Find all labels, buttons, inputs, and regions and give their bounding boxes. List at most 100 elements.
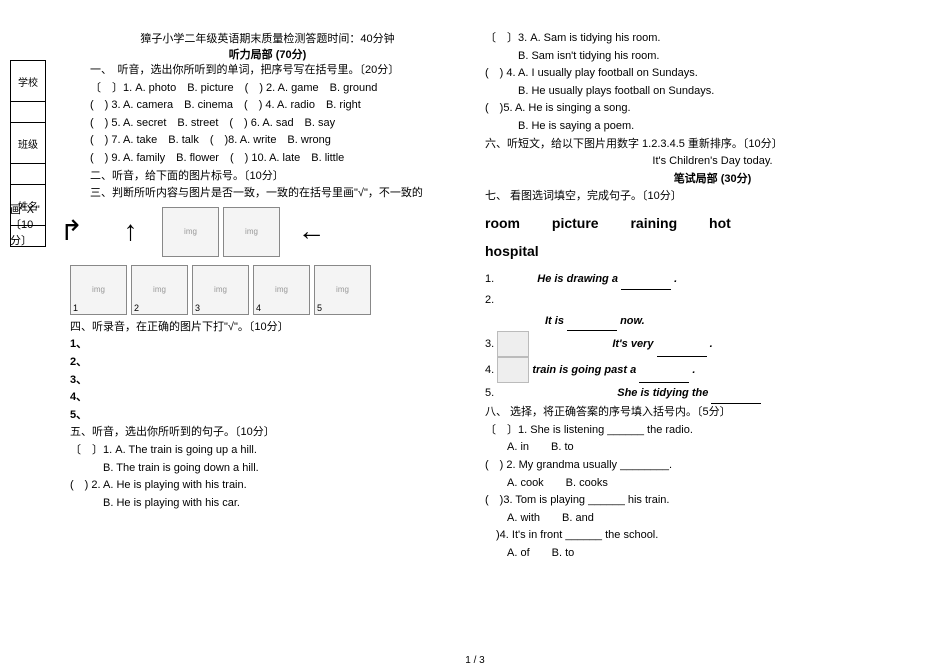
arrow-up-icon: ↑ [103, 207, 158, 255]
info-name-label: 姓名 [11, 185, 46, 226]
sec2-intro: 二、听音，给下面的图片标号。〔10分〕 [90, 168, 465, 186]
section-1: 一、 听音，选出你所听到的单词，把序号写在括号里。〔20分〕 〔 〕1. A. … [90, 62, 465, 168]
wb-room: room [485, 215, 520, 231]
arrow-left-icon: ← [284, 207, 339, 255]
sec7-s3: 3. It's very . [485, 331, 940, 357]
sec8-q1o: A. in B. to [485, 439, 940, 457]
sec5-q2b: B. He is playing with his car. [70, 495, 465, 513]
s3-end: . [710, 338, 713, 350]
written-title: 笔试局部 (30分) [485, 171, 940, 189]
s4-end: . [692, 364, 695, 376]
word-bank-2: hospital [485, 240, 940, 262]
sec4-n3: 3、 [70, 372, 465, 390]
pic-2: img2 [131, 265, 188, 315]
sec5r-q3b: B. Sam isn't tidying his room. [485, 48, 940, 66]
sec5r-q4a: ( ) 4. A. I usually play football on Sun… [485, 65, 940, 83]
page-number: 1 / 3 [465, 655, 484, 666]
sec7-s1: 1. He is drawing a . [485, 269, 940, 290]
s5-text: She is tidying the [617, 387, 708, 399]
sec3-intro: 三、判断所听内容与图片是否一致，一致的在括号里画"√"，不一致的 [90, 185, 465, 203]
word-bank: room picture raining hot [485, 212, 940, 234]
sec5r-q5a: ( )5. A. He is singing a song. [485, 100, 940, 118]
info-class-label: 班级 [11, 123, 46, 164]
student-info-table: 学校 班级 姓名 [10, 60, 46, 247]
wb-hot: hot [709, 215, 731, 231]
left-column: 学校 班级 姓名 獐子小学二年级英语期末质量检测答题时间：40分钟 听力局部 (… [0, 0, 475, 672]
sec6-line: It's Children's Day today. [485, 153, 940, 171]
sec1-q7: ( ) 7. A. take B. talk ( )8. A. write B.… [90, 132, 465, 150]
s1-num: 1. [485, 273, 494, 285]
s4-text: train is going past a [532, 364, 636, 376]
sec1-q5: ( ) 5. A. secret B. street ( ) 6. A. sad… [90, 115, 465, 133]
section-5: 五、听音，选出你所听到的句子。〔10分〕 〔 〕1. A. The train … [70, 424, 465, 512]
sec8-q2: ( ) 2. My grandma usually ________. [485, 457, 940, 475]
sec4-n2: 2、 [70, 354, 465, 372]
sec7-sentences: 1. He is drawing a . 2. It is now. 3. It… [485, 269, 940, 405]
info-school-blank [11, 102, 46, 123]
sec8-q1: 〔 〕1. She is listening ______ the radio. [485, 422, 940, 440]
pic-5: img5 [314, 265, 371, 315]
sec7-s2: 2. [485, 290, 940, 311]
section-2: 二、听音，给下面的图片标号。〔10分〕 [90, 168, 465, 186]
sec8-q4: )4. It's in front ______ the school. [485, 527, 940, 545]
sec6-intro: 六、听短文，给以下图片用数字 1.2.3.4.5 重新排序。〔10分〕 [485, 136, 940, 154]
wb-hospital: hospital [485, 243, 539, 259]
sec8-q3o: A. with B. and [485, 510, 940, 528]
pic-3: img3 [192, 265, 249, 315]
s1-end: . [674, 273, 677, 285]
sec4-intro: 四、听录音，在正确的图片下打"√"。〔10分〕 [70, 319, 465, 337]
sec4-n4: 4、 [70, 389, 465, 407]
sec4-n1: 1、 [70, 336, 465, 354]
worksheet-page: 学校 班级 姓名 獐子小学二年级英语期末质量检测答题时间：40分钟 听力局部 (… [0, 0, 950, 672]
s5-num: 5. [485, 387, 494, 399]
pic-1: img1 [70, 265, 127, 315]
sec5r-q5b: B. He is saying a poem. [485, 118, 940, 136]
s3-num: 3. [485, 338, 494, 350]
sec5r-q4b: B. He usually plays football on Sundays. [485, 83, 940, 101]
s3-text: It's very [612, 338, 653, 350]
sec1-q3: ( ) 3. A. camera B. cinema ( ) 4. A. rad… [90, 97, 465, 115]
picture-row: img1 img2 img3 img4 img5 [70, 265, 465, 315]
s2-blank [567, 318, 617, 331]
sec5r-q3a: 〔 〕3. A. Sam is tidying his room. [485, 30, 940, 48]
section-8: 八、 选择，将正确答案的序号填入括号内。〔5分〕 〔 〕1. She is li… [485, 404, 940, 562]
sec1-q1: 〔 〕1. A. photo B. picture ( ) 2. A. game… [90, 80, 465, 98]
image-kids: img [162, 207, 219, 257]
sec8-q4o: A. of B. to [485, 545, 940, 563]
arrow-row: ↱ ↑ img img ← [44, 207, 339, 257]
s4-num: 4. [485, 364, 494, 376]
listening-title: 听力局部 (70分) [70, 46, 465, 62]
wb-picture: picture [552, 215, 599, 231]
section-4: 四、听录音，在正确的图片下打"√"。〔10分〕 1、 2、 3、 4、 5、 [70, 319, 465, 425]
sec1-intro: 一、 听音，选出你所听到的单词，把序号写在括号里。〔20分〕 [90, 62, 465, 80]
sec7-s2b: It is now. [545, 311, 940, 332]
image-slide: img [223, 207, 280, 257]
sec5-q2a: ( ) 2. A. He is playing with his train. [70, 477, 465, 495]
section-3: 三、判断所听内容与图片是否一致，一致的在括号里画"√"，不一致的 [90, 185, 465, 203]
sec4-n5: 5、 [70, 407, 465, 425]
s1-blank [621, 277, 671, 290]
sec8-intro: 八、 选择，将正确答案的序号填入括号内。〔5分〕 [485, 404, 940, 422]
info-school-label: 学校 [11, 61, 46, 102]
info-name-blank [11, 226, 46, 247]
s2-text: It is [545, 315, 564, 327]
s4-image [497, 357, 529, 383]
doc-title: 獐子小学二年级英语期末质量检测答题时间：40分钟 [70, 30, 465, 46]
sec1-q9: ( ) 9. A. family B. flower ( ) 10. A. la… [90, 150, 465, 168]
s3-image [497, 331, 529, 357]
s4-blank [639, 370, 689, 383]
sec8-q3: ( )3. Tom is playing ______ his train. [485, 492, 940, 510]
pic-4: img4 [253, 265, 310, 315]
s3-blank [657, 344, 707, 357]
sec5-q1a: 〔 〕1. A. The train is going up a hill. [70, 442, 465, 460]
sec7-s5: 5. She is tidying the [485, 383, 940, 404]
sec7-s4: 4. train is going past a . [485, 357, 940, 383]
s1-text: He is drawing a [537, 273, 618, 285]
sec5-intro: 五、听音，选出你所听到的句子。〔10分〕 [70, 424, 465, 442]
sec8-q2o: A. cook B. cooks [485, 475, 940, 493]
info-class-blank [11, 164, 46, 185]
s2-end: now. [620, 315, 645, 327]
wb-raining: raining [630, 215, 677, 231]
arrow-right-turn-icon: ↱ [44, 207, 99, 255]
right-column: 〔 〕3. A. Sam is tidying his room. B. Sam… [475, 0, 950, 672]
